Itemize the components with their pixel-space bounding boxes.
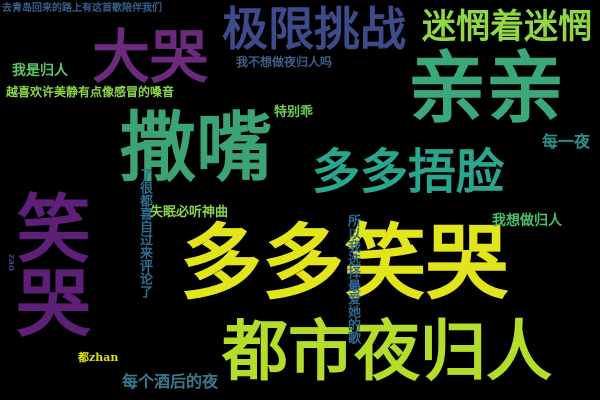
- word-miwang: 迷惘着迷惘: [422, 7, 592, 47]
- word-meiyiye: 每一夜: [542, 132, 591, 151]
- word-sazui: 撒嘴: [120, 103, 272, 192]
- word-suoyi: 所以我选择最爱她的歌: [345, 214, 360, 344]
- word-tebie-guai: 特别乖: [274, 105, 314, 120]
- word-duoduo-xiaoku: 多多笑哭: [180, 215, 509, 311]
- word-qingdao: 去青岛回来的路上有这首歌陪伴我们: [2, 3, 162, 14]
- word-zhan: 都zhan: [78, 351, 119, 364]
- word-woshi-guiren: 我是归人: [12, 63, 68, 79]
- word-qinqin: 亲亲: [408, 43, 565, 134]
- word-bu-xiang: 我不想做夜归人吗: [236, 55, 333, 69]
- word-daku: 大哭: [92, 23, 209, 91]
- word-pinglun: 了很都喜自过来评论了: [137, 168, 152, 298]
- word-shimian: 失眠必听神曲: [150, 205, 229, 220]
- word-jiuhou: 每个酒后的夜: [122, 372, 219, 391]
- word-zao: zao: [6, 254, 16, 271]
- word-xiaoku-vertical: 笑哭: [4, 190, 90, 338]
- word-dushi-yeguiren: 都市夜归人: [222, 312, 552, 390]
- word-xiang-zuo-guiren: 我想做归人: [492, 213, 562, 229]
- word-xumeijing: 越喜欢许美静有点像感冒的嗓音: [6, 85, 175, 99]
- word-duoduo-wulian: 多多捂脸: [312, 144, 505, 200]
- word-jixian-tiaozhan: 极限挑战: [222, 2, 406, 56]
